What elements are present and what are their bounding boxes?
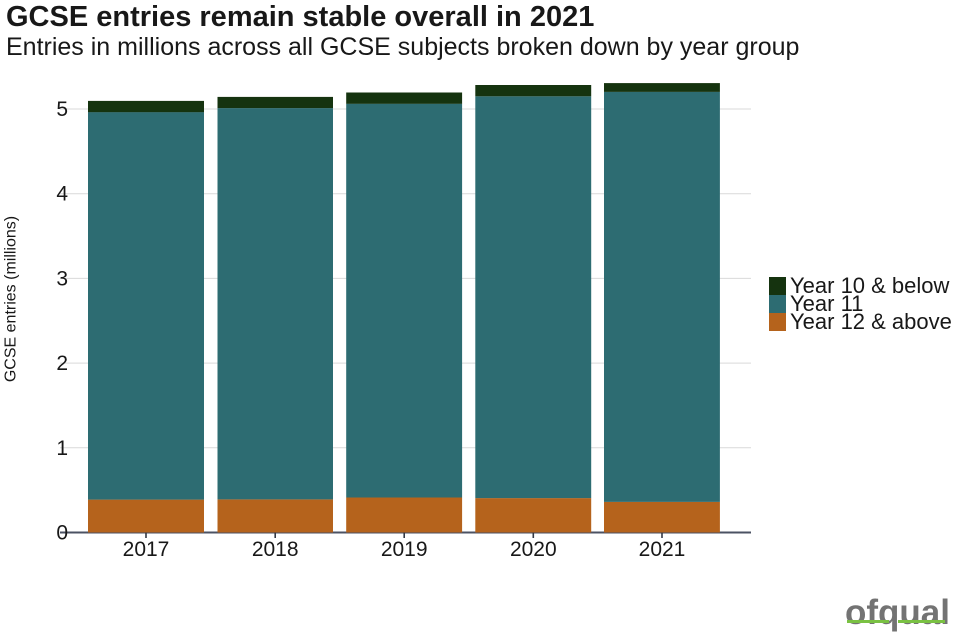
svg-text:2020: 2020 [510, 538, 557, 561]
svg-text:4: 4 [56, 183, 68, 206]
svg-text:2019: 2019 [381, 538, 428, 561]
svg-text:1: 1 [56, 437, 68, 460]
svg-text:5: 5 [56, 98, 68, 121]
svg-text:2: 2 [56, 352, 68, 375]
svg-text:0: 0 [56, 522, 68, 545]
svg-text:ofqual: ofqual [845, 594, 950, 632]
svg-text:2018: 2018 [252, 538, 299, 561]
svg-text:2017: 2017 [123, 538, 170, 561]
svg-text:3: 3 [56, 267, 68, 290]
svg-text:2021: 2021 [639, 538, 686, 561]
